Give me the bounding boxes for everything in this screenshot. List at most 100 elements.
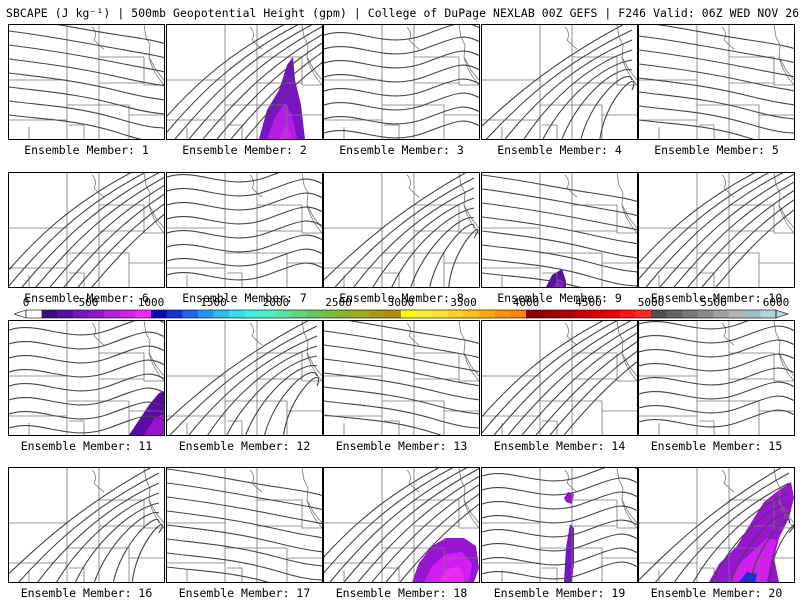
ensemble-member-label: Ensemble Member: 17 [178, 586, 311, 600]
ensemble-member-label: Ensemble Member: 7 [182, 291, 307, 305]
state-border-line [251, 335, 263, 346]
height-contour-line [639, 325, 794, 344]
height-contour-line [324, 414, 443, 435]
ensemble-member-label: Ensemble Member: 5 [654, 143, 779, 157]
state-border-line [91, 322, 96, 337]
ensemble-map-panel [8, 172, 165, 288]
state-border-line [69, 272, 85, 287]
height-contour-line [549, 350, 637, 435]
height-contour-line [482, 477, 637, 496]
state-border-line [616, 57, 637, 86]
state-border-line [301, 173, 322, 229]
colorbar-segment [479, 310, 496, 318]
height-contour-line [561, 69, 633, 139]
height-contour-line [580, 75, 633, 139]
height-contour-line [639, 395, 794, 414]
cape-shaded-area [709, 482, 794, 582]
state-border-line [301, 25, 322, 81]
height-contour-line [410, 217, 475, 287]
height-contour-line [482, 244, 637, 273]
state-border-line [621, 499, 637, 529]
height-contour-line [563, 361, 637, 435]
state-border-line [621, 204, 637, 234]
height-contour-line [639, 105, 794, 134]
height-contour-line [687, 189, 794, 287]
ensemble-map-panel [323, 24, 480, 140]
colorbar-segment [213, 310, 230, 318]
colorbar-segment [354, 310, 371, 318]
colorbar-segment [182, 310, 199, 318]
ensemble-map-panel [481, 24, 638, 140]
state-border-line [616, 500, 637, 529]
colorbar-segment [385, 310, 402, 318]
colorbar-segment [135, 310, 152, 318]
colorbar-tick-label: 4000 [512, 296, 540, 309]
state-border-line [167, 522, 257, 549]
cape-shaded-area [564, 492, 574, 504]
height-contour-line [9, 415, 164, 434]
state-border-line [148, 352, 164, 382]
state-border-line [93, 187, 105, 198]
ensemble-member-label: Ensemble Member: 6 [24, 291, 149, 305]
ensemble-member-label: Ensemble Member: 19 [493, 586, 626, 600]
colorbar-segment [197, 310, 214, 318]
height-contour-line [659, 173, 794, 287]
state-border-line [384, 567, 400, 582]
height-contour-line [167, 25, 299, 133]
ensemble-member-label: Ensemble Member: 18 [335, 586, 468, 600]
state-border-line [463, 352, 479, 382]
state-border-line [249, 469, 254, 484]
state-border-line [721, 174, 726, 189]
colorbar-segment [369, 310, 386, 318]
panel-map-canvas [9, 468, 164, 582]
state-border-line [564, 174, 569, 189]
state-border-line [306, 499, 322, 529]
height-contour-line [9, 173, 132, 271]
state-border-line [91, 469, 96, 484]
colorbar-segment [401, 310, 417, 318]
colorbar-segment [276, 310, 292, 318]
height-contour-line [673, 181, 794, 287]
state-border-line [699, 420, 715, 435]
state-border-line [406, 469, 411, 484]
height-contour-line [9, 30, 164, 59]
height-contour-line [9, 100, 164, 129]
ensemble-map-panel [481, 320, 638, 436]
height-contour-line [656, 25, 794, 50]
ensemble-member-label: Ensemble Member: 9 [497, 291, 622, 305]
height-contour-line [324, 50, 479, 69]
ensemble-map-panel [8, 467, 165, 583]
state-border-line [729, 400, 794, 412]
panel-map-canvas [167, 468, 322, 582]
height-contour-line [324, 25, 479, 41]
state-border-line [406, 174, 411, 189]
height-contour-line [35, 176, 164, 287]
colorbar-tick-label: 1000 [137, 296, 165, 309]
colorbar-segment [229, 310, 246, 318]
height-contour-line [542, 59, 633, 139]
state-border-line [572, 252, 637, 264]
colorbar-segment [416, 310, 433, 318]
height-contour-line [749, 518, 791, 582]
state-border-line [227, 124, 243, 139]
colorbar-segment [88, 310, 105, 318]
height-contour-line [639, 468, 782, 581]
state-border-line [414, 104, 479, 116]
height-contour-line [9, 321, 164, 336]
height-contour-line [493, 321, 632, 435]
state-border-line [721, 469, 726, 484]
state-border-line [778, 352, 794, 382]
state-border-line [143, 500, 164, 529]
state-border-line [91, 26, 96, 41]
colorbar-tick-label: 2500 [325, 296, 352, 309]
height-contour-line [329, 468, 468, 582]
state-border-line [93, 482, 105, 493]
state-border-line [301, 205, 322, 234]
height-contour-line [324, 386, 479, 415]
height-contour-line [77, 203, 164, 287]
ensemble-member-label: Ensemble Member: 20 [650, 586, 783, 600]
height-contour-line [324, 344, 479, 373]
height-contour-line [188, 335, 318, 435]
state-border-line [251, 39, 263, 50]
state-border-line [143, 468, 164, 524]
